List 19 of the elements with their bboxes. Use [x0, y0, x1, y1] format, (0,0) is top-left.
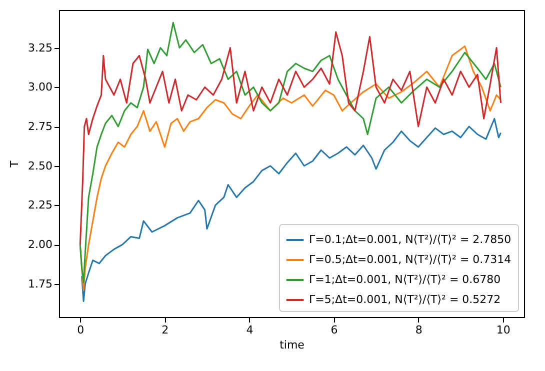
legend-label: Γ=1;Δt=0.001, N⟨T²⟩/⟨T⟩² = 0.6780 — [309, 273, 501, 286]
y-tick-label: 2.25 — [28, 198, 52, 212]
legend-label: Γ=5;Δt=0.001, N⟨T²⟩/⟨T⟩² = 0.5272 — [309, 293, 501, 306]
legend-label: Γ=0.1;Δt=0.001, N⟨T²⟩/⟨T⟩² = 2.7850 — [309, 233, 512, 246]
x-axis-title: time — [280, 338, 305, 352]
x-tick-label: 10 — [496, 324, 510, 336]
y-tick-label: 3.25 — [28, 41, 52, 54]
y-tick-label: 1.75 — [28, 277, 52, 290]
y-axis-title: T — [8, 160, 22, 168]
y-tick-label: 2.50 — [28, 159, 52, 172]
x-tick-label: 4 — [246, 324, 254, 336]
legend-label: Γ=0.5;Δt=0.001, N⟨T²⟩/⟨T⟩² = 0.7314 — [309, 253, 512, 266]
y-tick-label: 3.00 — [28, 80, 52, 94]
x-tick-label: 6 — [330, 324, 338, 336]
x-tick-label: 2 — [162, 324, 169, 336]
y-tick-label: 2.75 — [28, 120, 52, 134]
y-tick-label: 2.00 — [28, 238, 52, 252]
x-tick-label: 8 — [415, 324, 422, 336]
x-tick-label: 0 — [77, 324, 84, 336]
